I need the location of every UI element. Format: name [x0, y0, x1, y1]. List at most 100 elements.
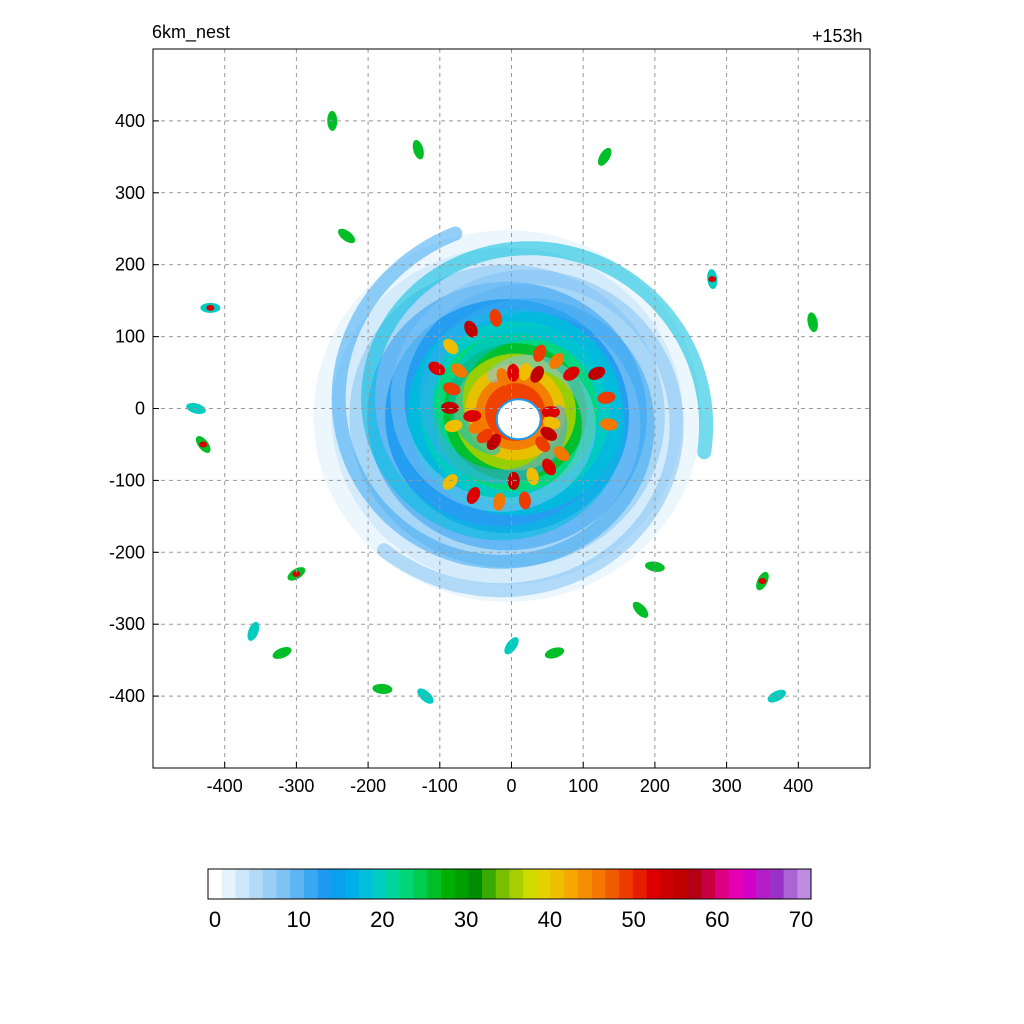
colorbar-swatch [427, 869, 442, 899]
y-tick-label: 100 [115, 327, 145, 347]
colorbar-swatch [797, 869, 812, 899]
colorbar-tick-label: 60 [705, 907, 729, 932]
rain-cell [535, 436, 551, 453]
rain-cell [440, 401, 459, 414]
chart-title-left: 6km_nest [152, 22, 231, 42]
outer-rain-cell [412, 139, 424, 160]
colorbar-swatch [701, 869, 716, 899]
colorbar-swatch [413, 869, 428, 899]
colorbar-swatch [468, 869, 483, 899]
colorbar-swatch [687, 869, 702, 899]
colorbar-swatch [591, 869, 606, 899]
rain-cell [476, 428, 493, 444]
colorbar-tick-label: 10 [286, 907, 310, 932]
outer-rain-cell [272, 646, 292, 659]
rain-cell [496, 368, 510, 386]
rain-cell [444, 419, 463, 433]
rain-cell [443, 338, 459, 355]
rain-cell [489, 309, 502, 327]
colorbar-swatch [276, 869, 291, 899]
rain-cell [466, 487, 481, 504]
outer-rain-cell [598, 147, 612, 166]
colorbar-swatch [619, 869, 634, 899]
rain-cell [493, 492, 506, 511]
colorbar-swatch [523, 869, 538, 899]
y-tick-label: -400 [109, 686, 145, 706]
rain-cell [597, 391, 616, 404]
y-tick-label: -200 [109, 542, 145, 562]
outer-rain-core [206, 304, 215, 311]
x-tick-label: -300 [278, 776, 314, 796]
outer-rain-cell [645, 561, 665, 572]
colorbar-swatch [345, 869, 360, 899]
y-tick-label: -100 [109, 470, 145, 490]
colorbar-swatch [646, 869, 661, 899]
y-tick-label: -300 [109, 614, 145, 634]
x-tick-label: 200 [640, 776, 670, 796]
outer-rain-core [708, 276, 717, 283]
y-tick-label: 400 [115, 111, 145, 131]
colorbar-swatch [221, 869, 236, 899]
rain-cell [540, 426, 558, 441]
outer-rain-cell [544, 647, 565, 659]
rain-cell [542, 416, 561, 430]
rain-cell [451, 363, 468, 378]
colorbar-swatch [358, 869, 373, 899]
colorbar-swatch [756, 869, 771, 899]
outer-rain-cell [247, 621, 260, 641]
colorbar-swatch [454, 869, 469, 899]
rain-cell [442, 474, 458, 490]
x-tick-label: 300 [712, 776, 742, 796]
colorbar-swatch [578, 869, 593, 899]
outer-rain-cell [372, 683, 393, 694]
rain-cell [468, 420, 486, 434]
colorbar-swatch [386, 869, 401, 899]
colorbar-swatch [235, 869, 250, 899]
outer-rain-core [292, 570, 301, 577]
y-tick-label: 200 [115, 255, 145, 275]
colorbar-swatch [303, 869, 319, 899]
colorbar-swatch [605, 869, 620, 899]
colorbar-tick-label: 40 [538, 907, 562, 932]
colorbar-tick-label: 20 [370, 907, 394, 932]
colorbar-swatch [249, 869, 264, 899]
colorbar-swatch [550, 869, 565, 899]
colorbar-frame [207, 868, 812, 900]
colorbar-swatch [372, 869, 387, 899]
colorbar-swatch [742, 869, 757, 899]
colorbar-tick-label: 0 [209, 907, 221, 932]
colorbar-swatch [262, 869, 278, 899]
rain-cell [541, 406, 560, 419]
x-tick-label: -400 [207, 776, 243, 796]
rain-cell [464, 320, 478, 338]
outer-rain-cell [807, 312, 818, 333]
x-tick-label: -100 [422, 776, 458, 796]
colorbar-swatch [317, 869, 332, 899]
outer-rain-core [199, 441, 208, 448]
colorbar-swatch [440, 869, 456, 899]
outer-rain-cell [632, 601, 649, 618]
outer-rain-cell [338, 228, 356, 244]
rain-cell [507, 363, 520, 382]
colorbar-swatch [783, 869, 798, 899]
outer-rain-core [758, 578, 767, 585]
colorbar-swatch [673, 869, 689, 899]
spiral-band [376, 269, 684, 598]
rain-cell [530, 365, 545, 383]
rain-cell [542, 458, 556, 476]
colorbar-tick-label: 30 [454, 907, 478, 932]
colorbar-swatch [769, 869, 785, 899]
precipitation-field [186, 110, 818, 704]
rain-cell [563, 366, 580, 381]
colorbar-swatch [632, 869, 648, 899]
x-tick-label: 400 [783, 776, 813, 796]
rain-cell [533, 344, 547, 362]
colorbar-swatch [208, 869, 223, 899]
y-tick-label: 300 [115, 183, 145, 203]
rain-cell [443, 382, 461, 396]
x-tick-label: -200 [350, 776, 386, 796]
colorbar-swatch [728, 869, 743, 899]
colorbar-swatch [482, 869, 497, 899]
colorbar-swatch [399, 869, 415, 899]
x-axis: -400 -300 -200 -100 0 100 200 300 400 [207, 762, 813, 796]
